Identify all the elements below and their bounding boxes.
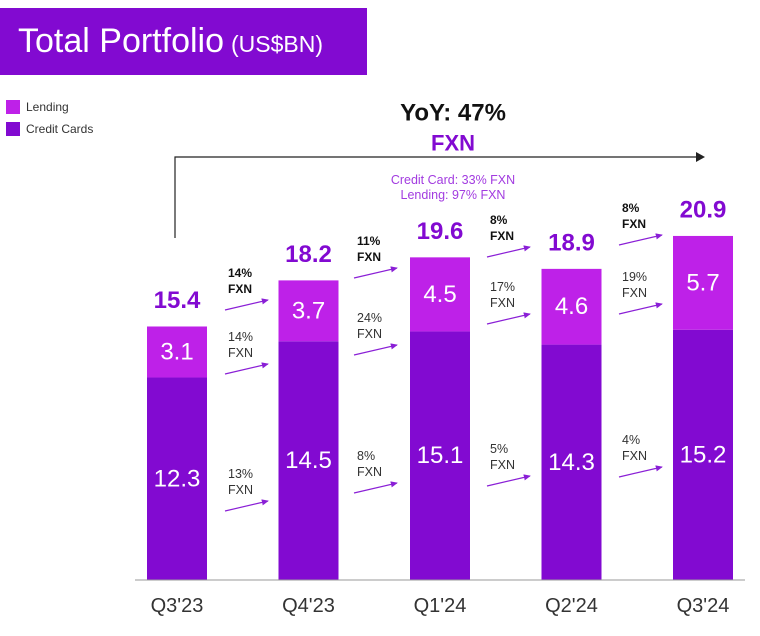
- value-label-credit-cards-q1-24: 15.1: [417, 442, 464, 469]
- growth-lending-unit-3: FXN: [490, 296, 515, 310]
- growth-credit-cards-unit-2: FXN: [357, 465, 382, 479]
- growth-annotations: 14% FXN 14% FXN 13% FXN 11% FXN 24% FXN 8% FXN 8% FXN…: [224, 201, 663, 512]
- value-label-credit-cards-q3-23: 12.3: [154, 465, 201, 492]
- total-label-q2-24: 18.9: [548, 229, 595, 256]
- total-label-q4-23: 18.2: [285, 241, 332, 268]
- growth-credit-cards-unit-1: FXN: [228, 483, 253, 497]
- credit-card-yoy-note: Credit Card: 33% FXN: [391, 173, 515, 187]
- x-axis-labels: Q3'23 Q4'23 Q1'24 Q2'24 Q3'24: [151, 595, 730, 617]
- growth-credit-cards-pct-3: 5%: [490, 442, 508, 456]
- growth-total-unit-1: FXN: [228, 282, 252, 296]
- page-title: Total Portfolio: [18, 22, 224, 60]
- legend-swatch-credit-cards: [6, 122, 20, 136]
- x-tick-label-q4-23: Q4'23: [282, 595, 335, 617]
- growth-credit-cards-arrow-icon-4: [618, 465, 663, 478]
- growth-total-arrow-icon-4: [618, 233, 663, 246]
- x-tick-label-q2-24: Q2'24: [545, 595, 598, 617]
- growth-total-pct-4: 8%: [622, 201, 640, 215]
- legend-swatch-lending: [6, 100, 20, 114]
- value-label-lending-q4-23: 3.7: [292, 297, 325, 324]
- growth-lending-unit-4: FXN: [622, 286, 647, 300]
- growth-total-pct-2: 11%: [357, 234, 381, 248]
- legend-label-lending: Lending: [26, 100, 69, 114]
- bars: [147, 235, 733, 580]
- bar-lending-q1-24: [410, 257, 470, 332]
- growth-lending-arrow-icon-1: [224, 362, 269, 375]
- growth-total-pct-1: 14%: [228, 266, 252, 280]
- growth-lending-arrow-icon-4: [618, 302, 663, 315]
- value-label-credit-cards-q3-24: 15.2: [680, 441, 727, 468]
- title-banner: Total Portfolio (US$BN): [0, 8, 367, 75]
- growth-total-arrow-icon-3: [486, 245, 531, 258]
- growth-total-unit-3: FXN: [490, 229, 514, 243]
- lending-yoy-note: Lending: 97% FXN: [401, 188, 506, 202]
- title-unit: (US$BN): [231, 31, 324, 57]
- growth-credit-cards-unit-4: FXN: [622, 449, 647, 463]
- growth-credit-cards-arrow-icon-2: [353, 481, 398, 494]
- growth-total-arrow-icon-1: [224, 298, 269, 311]
- total-label-q3-23: 15.4: [154, 287, 201, 314]
- bar-lending-q2-24: [541, 268, 602, 345]
- value-label-lending-q2-24: 4.6: [555, 293, 588, 320]
- x-tick-label-q3-23: Q3'23: [151, 595, 204, 617]
- total-label-q1-24: 19.6: [417, 218, 464, 245]
- growth-lending-pct-3: 17%: [490, 280, 515, 294]
- growth-lending-unit-1: FXN: [228, 346, 253, 360]
- yoy-arrowhead-icon: [696, 152, 705, 162]
- bar-credit-cards-q4-23: [278, 341, 339, 580]
- bar-value-labels: 12.3 3.1 15.4 14.5 3.7 18.2 15.1 4.5 19.6 14.3 4.6…: [154, 196, 727, 492]
- x-tick-label-q3-24: Q3'24: [677, 595, 730, 617]
- growth-credit-cards-arrow-icon-1: [224, 499, 269, 512]
- value-label-lending-q1-24: 4.5: [423, 281, 456, 308]
- growth-credit-cards-unit-3: FXN: [490, 458, 515, 472]
- growth-lending-pct-2: 24%: [357, 311, 382, 325]
- yoy-headline: YoY: 47%: [400, 100, 506, 127]
- growth-lending-pct-4: 19%: [622, 270, 647, 284]
- growth-total-unit-2: FXN: [357, 250, 381, 264]
- value-label-lending-q3-23: 3.1: [160, 339, 193, 366]
- bar-lending-q3-24: [673, 235, 733, 330]
- growth-credit-cards-pct-4: 4%: [622, 433, 640, 447]
- bar-lending-q3-23: [147, 326, 207, 378]
- value-label-credit-cards-q4-23: 14.5: [285, 447, 332, 474]
- growth-credit-cards-arrow-icon-3: [486, 474, 531, 487]
- growth-total-pct-3: 8%: [490, 213, 508, 227]
- value-label-credit-cards-q2-24: 14.3: [548, 449, 595, 476]
- growth-credit-cards-pct-1: 13%: [228, 467, 253, 481]
- yoy-basis: FXN: [431, 131, 475, 156]
- growth-total-arrow-icon-2: [353, 266, 398, 279]
- growth-total-unit-4: FXN: [622, 217, 646, 231]
- growth-lending-arrow-icon-2: [353, 343, 398, 356]
- bar-lending-q4-23: [278, 280, 339, 342]
- growth-lending-pct-1: 14%: [228, 330, 253, 344]
- bar-credit-cards-q3-24: [673, 329, 733, 580]
- growth-lending-arrow-icon-3: [486, 312, 531, 325]
- bar-credit-cards-q1-24: [410, 331, 470, 580]
- bar-credit-cards-q3-23: [147, 377, 207, 580]
- total-label-q3-24: 20.9: [680, 196, 727, 223]
- legend-label-credit-cards: Credit Cards: [26, 122, 94, 136]
- x-tick-label-q1-24: Q1'24: [414, 595, 467, 617]
- value-label-lending-q3-24: 5.7: [686, 269, 719, 296]
- legend-item-lending: Lending: [6, 96, 93, 118]
- legend: Lending Credit Cards: [6, 96, 93, 140]
- growth-lending-unit-2: FXN: [357, 327, 382, 341]
- legend-item-credit-cards: Credit Cards: [6, 118, 93, 140]
- yoy-bracket-line: [174, 156, 697, 238]
- bar-credit-cards-q2-24: [541, 344, 602, 580]
- growth-credit-cards-pct-2: 8%: [357, 449, 375, 463]
